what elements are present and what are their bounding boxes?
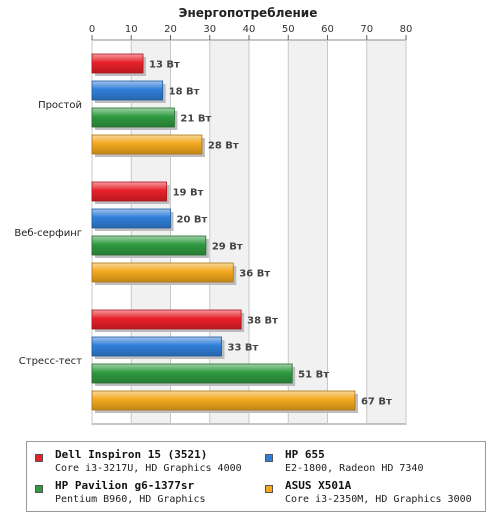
- plot-band: [327, 40, 367, 424]
- plot-band: [131, 40, 171, 424]
- plot-band: [209, 40, 249, 424]
- chart: Энергопотребление 0 10 20 30 40 50 60 70 80 Прос…: [14, 6, 413, 425]
- legend-swatch-dell: [35, 454, 43, 462]
- bar: [91, 262, 234, 283]
- legend-name-hp655: HP 655: [285, 448, 325, 461]
- x-tick-label: 20: [164, 24, 177, 35]
- plot-band: [170, 40, 210, 424]
- data-label: 13 Вт: [149, 60, 180, 71]
- data-label: 21 Вт: [180, 114, 211, 125]
- legend-spec-dell: Core i3-3217U, HD Graphics 4000: [55, 463, 242, 474]
- legend: Dell Inspiron 15 (3521) Core i3-3217U, H…: [26, 441, 486, 512]
- bar: [91, 390, 356, 411]
- data-label: 51 Вт: [298, 370, 329, 381]
- bar: [91, 134, 203, 155]
- legend-swatch-pavilion: [35, 485, 43, 493]
- x-tick-label: 70: [360, 24, 373, 35]
- plot-band: [288, 40, 328, 424]
- chart-title: Энергопотребление: [179, 6, 318, 20]
- category-label: Простой: [38, 100, 82, 111]
- legend-spec-hp655: E2-1800, Radeon HD 7340: [285, 463, 424, 474]
- legend-swatch-hp655: [265, 454, 273, 462]
- data-label: 67 Вт: [361, 397, 392, 408]
- plot-band: [92, 40, 132, 424]
- x-tick-label: 10: [125, 24, 138, 35]
- bar: [91, 53, 144, 74]
- legend-name-pavilion: HP Pavilion g6-1377sr: [55, 479, 195, 492]
- legend-name-asus: ASUS X501A: [285, 479, 352, 492]
- x-tick-label: 40: [243, 24, 256, 35]
- legend-spec-asus: Core i3-2350M, HD Graphics 3000: [285, 494, 472, 505]
- bar: [91, 336, 222, 357]
- legend-entry-hp655: HP 655 E2-1800, Radeon HD 7340: [265, 448, 485, 478]
- bar: [91, 107, 175, 128]
- data-label: 33 Вт: [228, 343, 259, 354]
- data-label: 36 Вт: [239, 269, 270, 280]
- legend-spec-pavilion: Pentium B960, HD Graphics: [55, 494, 206, 505]
- data-label: 20 Вт: [177, 215, 208, 226]
- data-label: 38 Вт: [247, 316, 278, 327]
- data-label: 19 Вт: [173, 188, 204, 199]
- bar: [91, 208, 171, 229]
- x-tick-label: 60: [321, 24, 334, 35]
- x-tick-label: 0: [89, 24, 95, 35]
- legend-name-dell: Dell Inspiron 15 (3521): [55, 448, 208, 461]
- bar: [91, 235, 207, 256]
- data-label: 29 Вт: [212, 242, 243, 253]
- x-tick-label: 30: [203, 24, 216, 35]
- legend-entry-dell: Dell Inspiron 15 (3521) Core i3-3217U, H…: [35, 448, 255, 478]
- legend-entry-asus: ASUS X501A Core i3-2350M, HD Graphics 30…: [265, 479, 485, 509]
- x-tick-label: 80: [400, 24, 413, 35]
- x-tick-label: 50: [282, 24, 295, 35]
- bar: [91, 309, 242, 330]
- bar: [91, 80, 164, 101]
- category-label: Веб-серфинг: [14, 228, 82, 239]
- data-label: 28 Вт: [208, 141, 239, 152]
- bar: [91, 363, 293, 384]
- plot-band: [366, 40, 406, 424]
- plot-band: [249, 40, 289, 424]
- category-label: Стресс-тест: [19, 356, 82, 367]
- bar: [91, 181, 167, 202]
- data-label: 18 Вт: [169, 87, 200, 98]
- legend-entry-pavilion: HP Pavilion g6-1377sr Pentium B960, HD G…: [35, 479, 255, 509]
- legend-swatch-asus: [265, 485, 273, 493]
